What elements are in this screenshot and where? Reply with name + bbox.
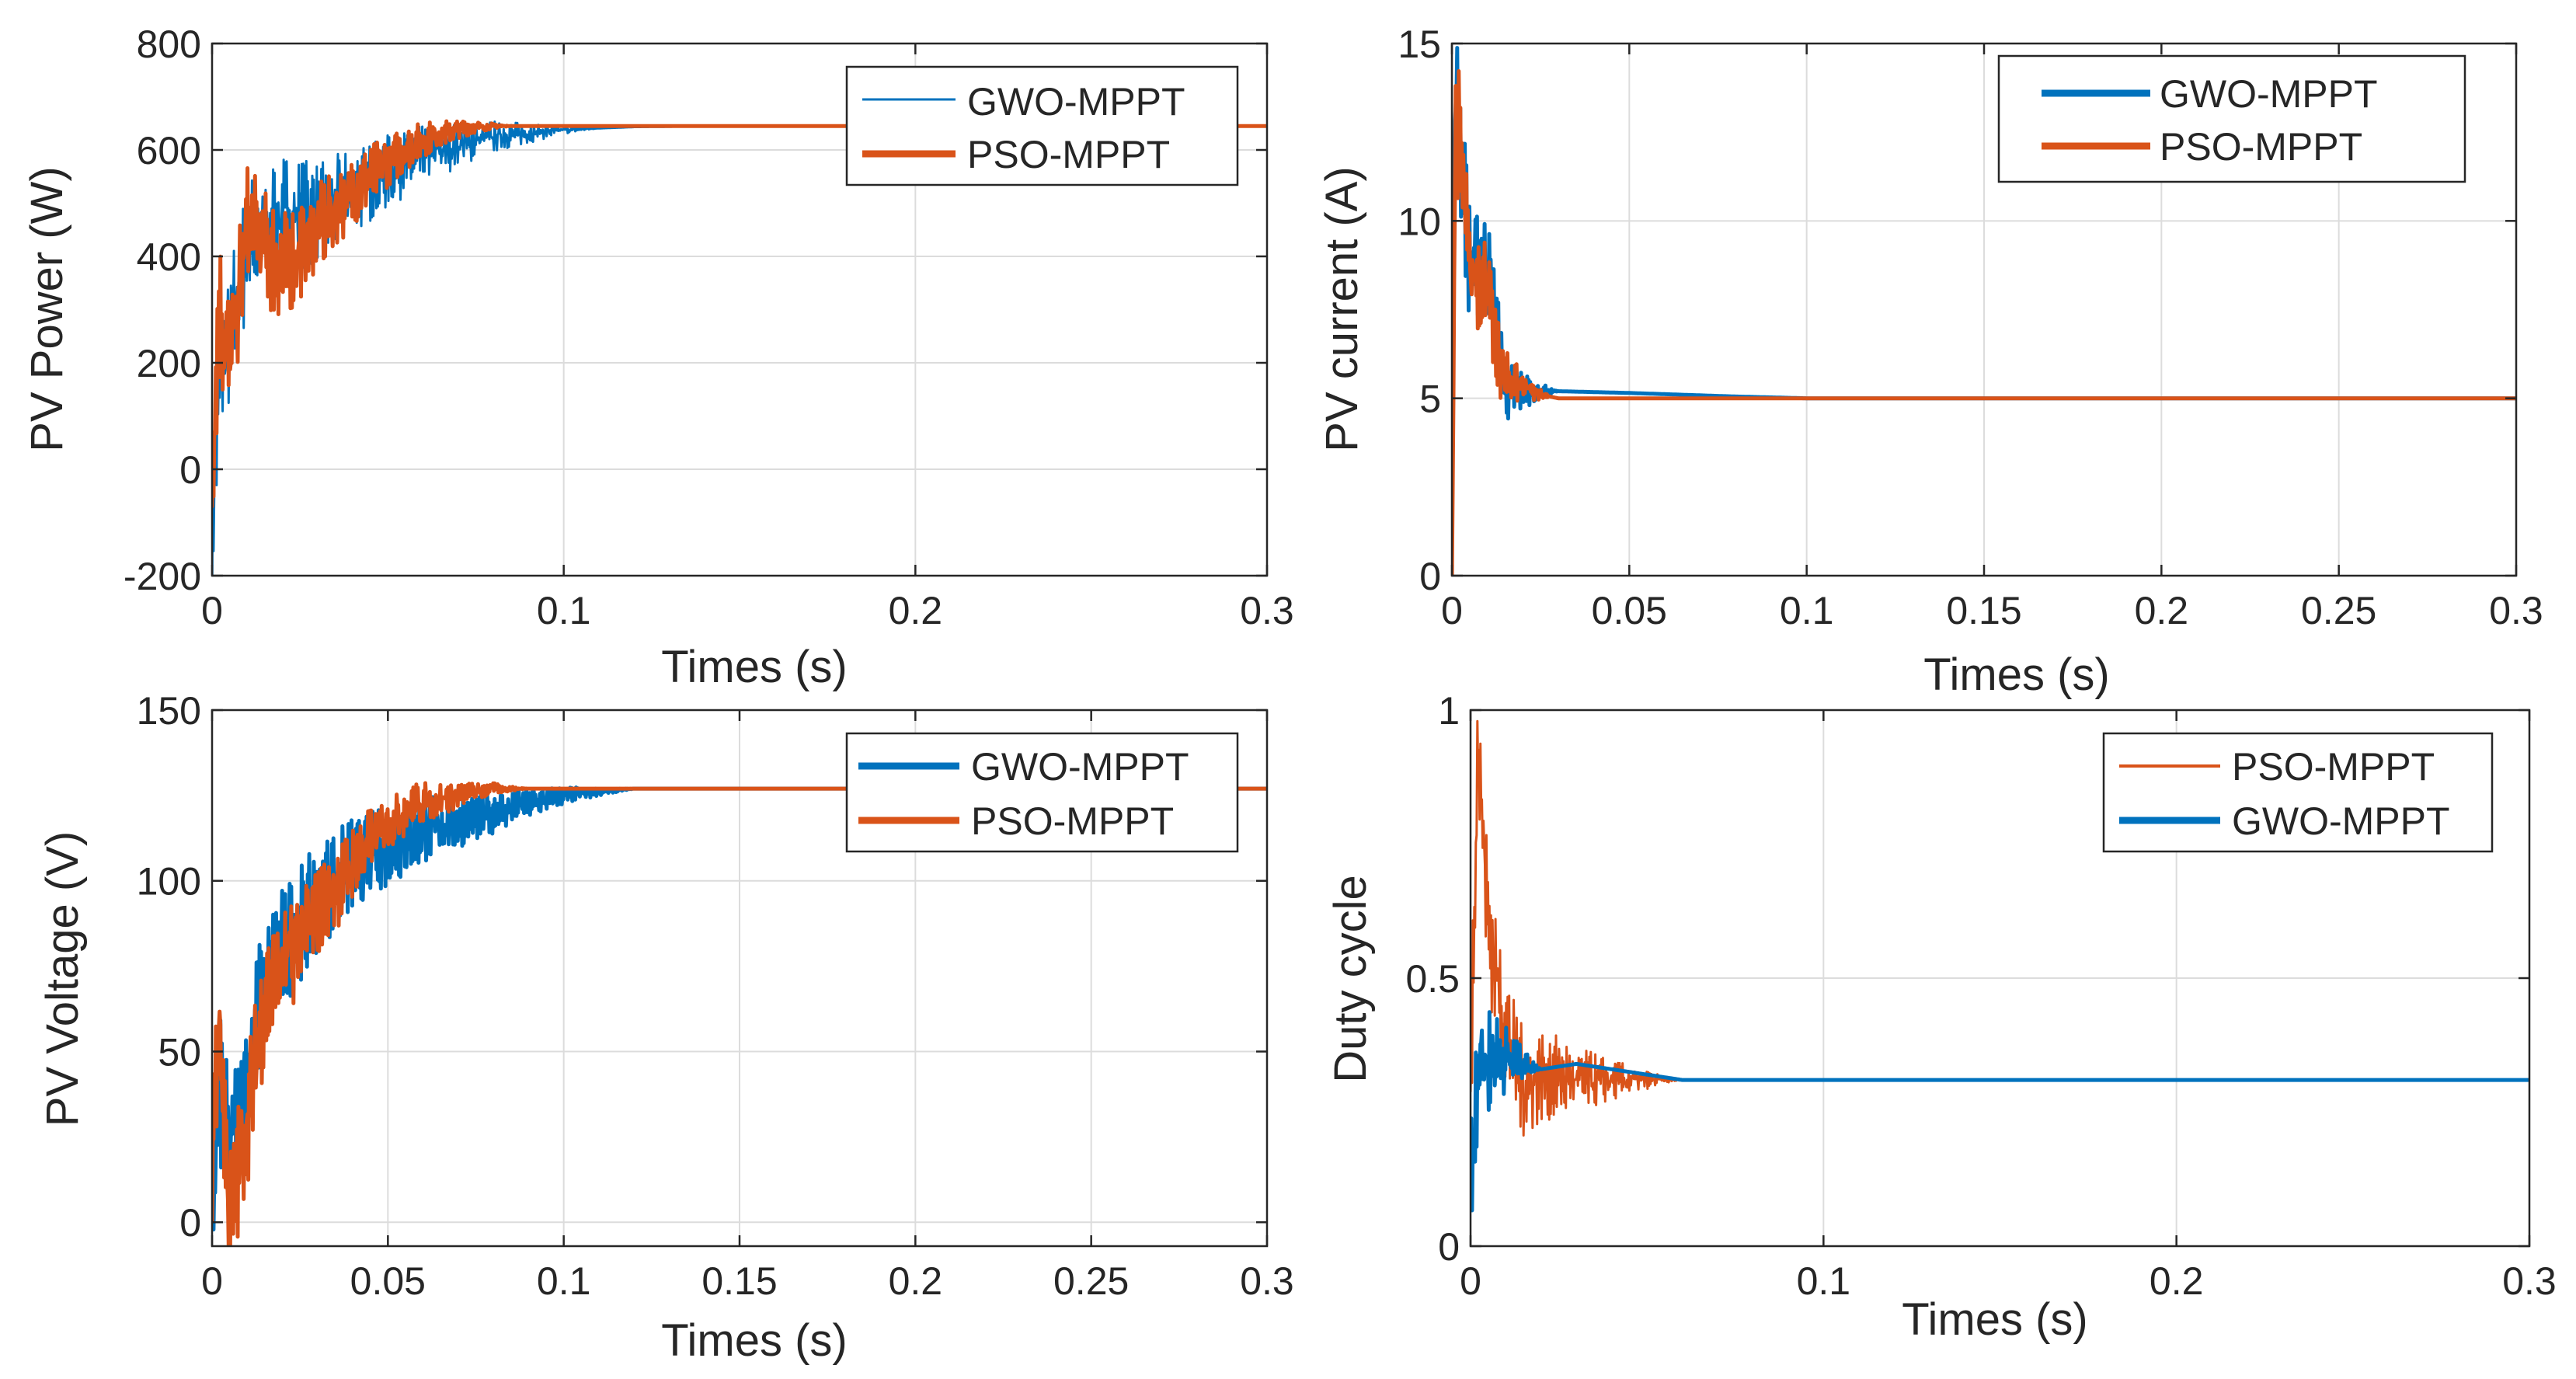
- x-tick-label: 0.3: [1240, 589, 1294, 632]
- chart-voltage: 0 0.05 0.1 0.15 0.2 0.25 0.3 0 50 100 150 PV Volta…: [37, 689, 1294, 1366]
- tick-marks: [1469, 709, 2531, 1248]
- x-tick-label: 0.1: [1797, 1259, 1851, 1303]
- series-gwo-mppt: [1471, 1010, 2529, 1213]
- x-axis-label: Times (s): [1902, 1294, 2087, 1345]
- legend-label-gwo: GWO-MPPT: [2160, 72, 2378, 116]
- y-axis-label: Duty cycle: [1325, 875, 1376, 1083]
- legend-box: [845, 65, 1239, 186]
- y-tick-label: 0: [1419, 555, 1441, 598]
- x-tick-label: 0.1: [537, 1259, 591, 1303]
- legend[interactable]: GWO-MPPT PSO-MPPT: [1997, 54, 2466, 183]
- x-tick-label: 0.1: [537, 589, 591, 632]
- tick-labels: 0 0.1 0.2 0.3 0 0.5 1: [1405, 689, 2556, 1303]
- legend-label-pso: PSO-MPPT: [2232, 745, 2435, 789]
- chart-duty: 0 0.1 0.2 0.3 0 0.5 1 Duty cycle Times (s) PSO…: [1325, 689, 2557, 1345]
- y-tick-label: 0: [179, 1201, 201, 1245]
- x-axis-label: Times (s): [661, 642, 847, 692]
- y-tick-label: 10: [1398, 200, 1441, 243]
- data-traces: [1471, 719, 2529, 1213]
- legend-box: [845, 732, 1239, 853]
- tick-marks: [1450, 42, 2518, 577]
- y-tick-label: -200: [124, 555, 201, 598]
- x-tick-label: 0.15: [701, 1259, 777, 1303]
- legend[interactable]: GWO-MPPT PSO-MPPT: [845, 732, 1239, 853]
- x-axis-label: Times (s): [661, 1315, 847, 1366]
- series-pso-mppt: [1452, 69, 2516, 576]
- y-axis-label: PV Voltage (V): [37, 831, 88, 1127]
- x-tick-label: 0.15: [1946, 589, 2021, 632]
- x-tick-label: 0.05: [350, 1259, 426, 1303]
- x-tick-label: 0.05: [1592, 589, 1667, 632]
- x-axis-label: Times (s): [1923, 649, 2109, 700]
- x-tick-label: 0: [1460, 1259, 1481, 1303]
- legend-label-gwo: GWO-MPPT: [2232, 799, 2450, 843]
- x-tick-label: 0.25: [1053, 1259, 1129, 1303]
- chart-current: 0 0.05 0.1 0.15 0.2 0.25 0.3 0 5 10 15 PV current …: [1317, 23, 2543, 700]
- y-tick-label: 1: [1438, 689, 1460, 733]
- legend-box: [1997, 54, 2466, 183]
- data-traces: [1452, 46, 2516, 576]
- tick-marks: [211, 42, 1269, 577]
- y-tick-label: 100: [137, 860, 201, 904]
- y-tick-label: 600: [137, 129, 201, 172]
- legend-label-pso: PSO-MPPT: [971, 799, 1174, 843]
- y-axis-label: PV Power (W): [22, 166, 72, 451]
- legend-label-gwo: GWO-MPPT: [971, 745, 1189, 789]
- tick-marks: [211, 709, 1269, 1246]
- x-tick-label: 0.2: [889, 1259, 943, 1303]
- legend-box: [2102, 732, 2494, 853]
- axes-box: [211, 42, 1269, 577]
- x-tick-label: 0.2: [2135, 589, 2189, 632]
- tick-labels: 0 0.05 0.1 0.15 0.2 0.25 0.3 0 50 100 150: [137, 689, 1294, 1303]
- y-tick-label: 200: [137, 342, 201, 385]
- y-tick-label: 150: [137, 689, 201, 733]
- x-tick-label: 0.3: [2489, 589, 2543, 632]
- tick-labels: 0 0.05 0.1 0.15 0.2 0.25 0.3 0 5 10 15: [1398, 23, 2543, 632]
- y-tick-label: 5: [1419, 378, 1441, 421]
- y-tick-label: 15: [1398, 23, 1441, 66]
- legend-label-pso: PSO-MPPT: [967, 133, 1170, 176]
- y-tick-label: 0.5: [1405, 957, 1460, 1001]
- x-tick-label: 0.1: [1780, 589, 1834, 632]
- legend[interactable]: PSO-MPPT GWO-MPPT: [2102, 732, 2494, 853]
- y-tick-label: 50: [158, 1030, 201, 1074]
- x-tick-label: 0.2: [889, 589, 943, 632]
- y-tick-label: 800: [137, 23, 201, 66]
- x-tick-label: 0: [201, 1259, 223, 1303]
- legend-label-pso: PSO-MPPT: [2160, 125, 2362, 169]
- x-tick-label: 0.3: [1240, 1259, 1294, 1303]
- y-tick-label: 0: [1438, 1225, 1460, 1269]
- legend[interactable]: GWO-MPPT PSO-MPPT: [845, 65, 1239, 186]
- y-tick-label: 400: [137, 235, 201, 279]
- legend-label-gwo: GWO-MPPT: [967, 80, 1185, 124]
- x-tick-label: 0.25: [2301, 589, 2376, 632]
- x-tick-label: 0.3: [2502, 1259, 2557, 1303]
- y-axis-label: PV current (A): [1317, 166, 1367, 451]
- y-tick-label: 0: [179, 448, 201, 492]
- x-tick-label: 0: [1441, 589, 1463, 632]
- x-tick-label: 0: [201, 589, 223, 632]
- x-tick-label: 0.2: [2150, 1259, 2204, 1303]
